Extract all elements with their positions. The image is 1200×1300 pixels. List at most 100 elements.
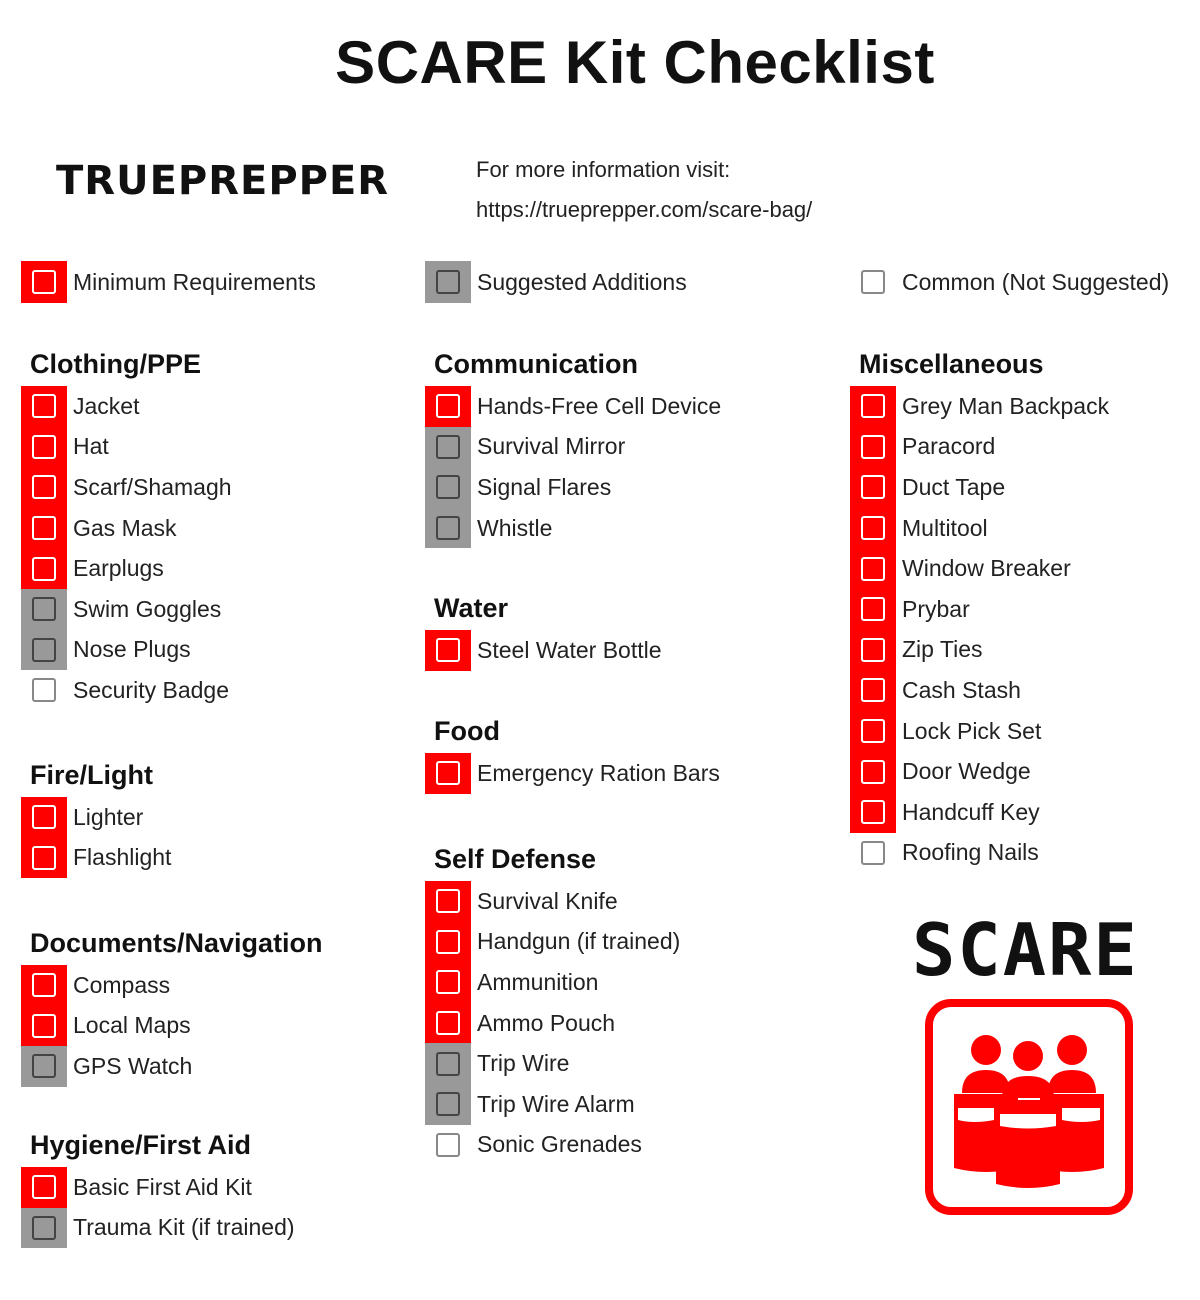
checklist-item-earplugs[interactable]: Earplugs [21,548,232,589]
checklist-item-sonic-grenades[interactable]: Sonic Grenades [425,1125,680,1166]
checkbox-min[interactable] [850,507,896,549]
checkbox-min[interactable] [850,467,896,508]
checkbox-box[interactable] [436,1051,460,1076]
checklist-item-flashlight[interactable]: Flashlight [21,837,171,879]
checklist-item-grey-man-backpack[interactable]: Grey Man Backpack [850,386,1109,427]
checkbox-sug[interactable] [425,261,471,303]
checklist-item-window-breaker[interactable]: Window Breaker [850,548,1109,589]
checkbox-min[interactable] [425,630,471,671]
checkbox-box[interactable] [32,516,56,541]
checkbox-min[interactable] [21,386,67,427]
checklist-item-lighter[interactable]: Lighter [21,797,171,838]
checkbox-min[interactable] [21,467,67,508]
checklist-item-prybar[interactable]: Prybar [850,588,1109,630]
checkbox-min[interactable] [850,710,896,752]
checklist-item-swim-goggles[interactable]: Swim Goggles [21,588,232,630]
checkbox-box[interactable] [436,516,460,541]
checkbox-box[interactable] [32,637,56,662]
checkbox-common[interactable] [425,1125,471,1166]
checklist-item-whistle[interactable]: Whistle [425,507,721,549]
checklist-item-steel-water-bottle[interactable]: Steel Water Bottle [425,630,662,671]
checkbox-min[interactable] [21,261,67,303]
checkbox-min[interactable] [850,386,896,427]
checkbox-sug[interactable] [425,1083,471,1125]
checkbox-box[interactable] [32,1215,56,1240]
checkbox-box[interactable] [861,800,885,825]
checkbox-min[interactable] [850,548,896,589]
checklist-item-door-wedge[interactable]: Door Wedge [850,751,1109,792]
checklist-item-hands-free-cell-device[interactable]: Hands-Free Cell Device [425,386,721,427]
legend-suggested-additions[interactable]: Suggested Additions [425,261,687,303]
checkbox-box[interactable] [436,475,460,500]
checkbox-box[interactable] [32,845,56,870]
checkbox-box[interactable] [436,394,460,419]
checkbox-min[interactable] [850,791,896,833]
checkbox-box[interactable] [32,805,56,830]
checkbox-box[interactable] [861,759,885,784]
checkbox-min[interactable] [850,588,896,630]
checkbox-box[interactable] [861,434,885,459]
checkbox-min[interactable] [21,965,67,1006]
checkbox-box[interactable] [32,394,56,419]
checklist-item-local-maps[interactable]: Local Maps [21,1005,323,1047]
checkbox-box[interactable] [32,1175,56,1200]
checkbox-min[interactable] [21,1167,67,1208]
checkbox-box[interactable] [32,1054,56,1079]
checkbox-box[interactable] [436,270,460,294]
checkbox-box[interactable] [861,637,885,662]
checkbox-box[interactable] [861,840,885,865]
checkbox-box[interactable] [861,597,885,622]
checkbox-min[interactable] [425,921,471,963]
checklist-item-compass[interactable]: Compass [21,965,323,1006]
checkbox-box[interactable] [32,597,56,622]
checkbox-box[interactable] [861,475,885,500]
checklist-item-trip-wire-alarm[interactable]: Trip Wire Alarm [425,1083,680,1125]
checkbox-min[interactable] [425,962,471,1003]
checklist-item-lock-pick-set[interactable]: Lock Pick Set [850,710,1109,752]
checkbox-box[interactable] [32,475,56,500]
checkbox-box[interactable] [436,929,460,954]
checkbox-box[interactable] [436,1011,460,1036]
checklist-item-hat[interactable]: Hat [21,426,232,468]
info-link[interactable]: https://trueprepper.com/scare-bag/ [476,197,813,222]
checkbox-sug[interactable] [425,1043,471,1084]
checkbox-box[interactable] [436,434,460,459]
checklist-item-handcuff-key[interactable]: Handcuff Key [850,791,1109,833]
checkbox-sug[interactable] [21,588,67,630]
checkbox-box[interactable] [32,973,56,998]
checkbox-box[interactable] [861,678,885,703]
checkbox-min[interactable] [425,753,471,794]
checklist-item-multitool[interactable]: Multitool [850,507,1109,549]
legend-minimum-requirements[interactable]: Minimum Requirements [21,261,316,303]
checkbox-min[interactable] [850,426,896,468]
checkbox-min[interactable] [21,507,67,549]
legend-common-not-suggested[interactable]: Common (Not Suggested) [850,261,1169,303]
checkbox-box[interactable] [436,1092,460,1117]
checkbox-box[interactable] [436,638,460,663]
checkbox-sug[interactable] [21,1207,67,1249]
checkbox-box[interactable] [436,889,460,914]
checkbox-min[interactable] [850,751,896,792]
checklist-item-gas-mask[interactable]: Gas Mask [21,507,232,549]
checkbox-box[interactable] [32,556,56,581]
checkbox-box[interactable] [32,434,56,459]
checklist-item-basic-first-aid-kit[interactable]: Basic First Aid Kit [21,1167,295,1208]
checkbox-min[interactable] [21,837,67,879]
checkbox-box[interactable] [861,719,885,744]
checkbox-sug[interactable] [425,426,471,468]
checkbox-box[interactable] [436,1132,460,1157]
checkbox-min[interactable] [21,1005,67,1047]
checkbox-sug[interactable] [21,629,67,671]
checkbox-min[interactable] [850,629,896,671]
checkbox-common[interactable] [850,261,896,303]
checklist-item-zip-ties[interactable]: Zip Ties [850,629,1109,671]
checklist-item-gps-watch[interactable]: GPS Watch [21,1046,323,1087]
checkbox-sug[interactable] [21,1046,67,1087]
checklist-item-trip-wire[interactable]: Trip Wire [425,1043,680,1084]
checkbox-min[interactable] [425,386,471,427]
checklist-item-paracord[interactable]: Paracord [850,426,1109,468]
checklist-item-ammunition[interactable]: Ammunition [425,962,680,1003]
checklist-item-trauma-kit-if-trained[interactable]: Trauma Kit (if trained) [21,1207,295,1249]
checklist-item-survival-mirror[interactable]: Survival Mirror [425,426,721,468]
checkbox-box[interactable] [32,270,56,294]
